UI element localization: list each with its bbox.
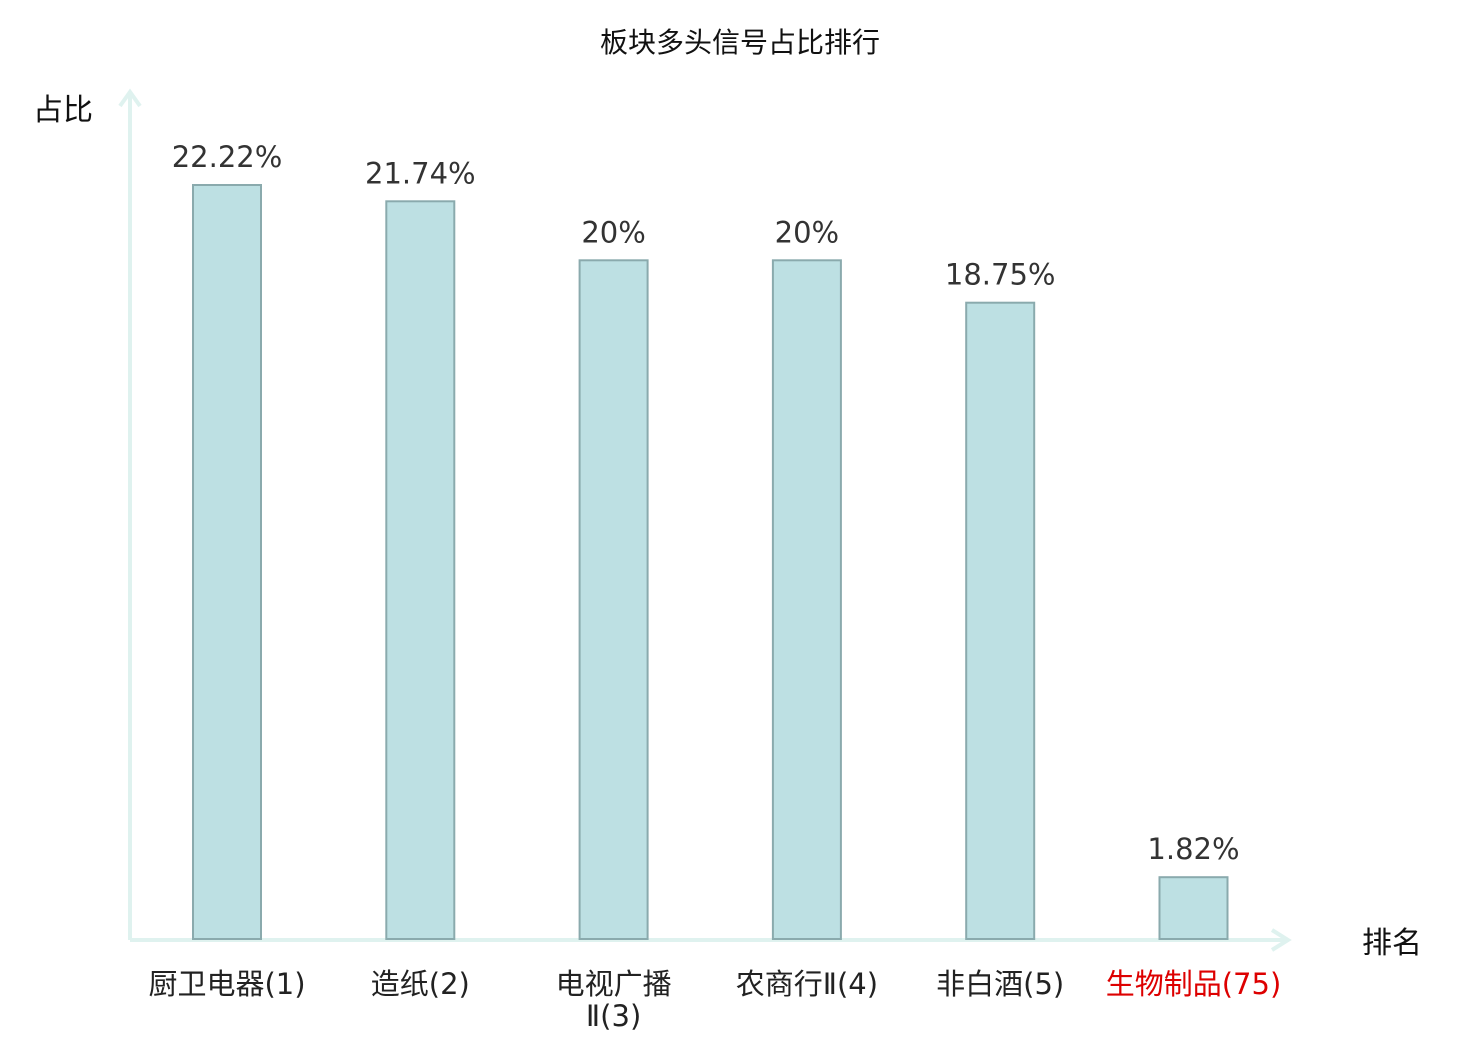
x-tick-label: 生物制品(75) xyxy=(1106,967,1282,1001)
chart-title: 板块多头信号占比排行 xyxy=(600,26,880,59)
bar xyxy=(1158,876,1229,941)
x-tick-label: 农商行Ⅱ(4) xyxy=(736,967,878,1001)
bar xyxy=(192,184,262,940)
bar-value-label: 1.82% xyxy=(1147,832,1239,866)
bar xyxy=(965,301,1036,940)
y-axis-label: 占比 xyxy=(33,93,93,128)
x-tick-label: 厨卫电器(1) xyxy=(148,967,305,1001)
x-tick-label: 电视广播 Ⅱ(3) xyxy=(556,967,672,1033)
bars-group xyxy=(192,184,1229,941)
x-tick-label-line: 电视广播 xyxy=(556,967,672,1001)
bar-value-label: 20% xyxy=(775,215,839,249)
x-tick-label: 造纸(2) xyxy=(371,967,470,1001)
y-axis xyxy=(118,88,142,940)
x-axis-arrow xyxy=(1270,928,1292,952)
x-tick-label: 非白酒(5) xyxy=(936,967,1064,1001)
x-axis xyxy=(130,928,1292,952)
bar-value-label: 18.75% xyxy=(945,258,1056,292)
bar xyxy=(385,200,456,941)
bar-value-label: 22.22% xyxy=(172,140,283,174)
value-labels-group: 22.22% 21.74% 20% 20% 18.75% 1.82% xyxy=(172,140,1240,866)
bar-value-label: 20% xyxy=(581,215,645,249)
category-labels-group: 厨卫电器(1) 造纸(2) 电视广播 Ⅱ(3) 农商行Ⅱ(4) 非白酒(5) 生物制品(75… xyxy=(148,967,1281,1033)
y-axis-arrow xyxy=(118,88,142,108)
bar-value-label: 21.74% xyxy=(365,156,476,190)
bar xyxy=(771,259,842,940)
x-tick-label-line: Ⅱ(3) xyxy=(586,999,641,1033)
bar xyxy=(578,259,649,940)
x-axis-label: 排名 xyxy=(1362,926,1422,961)
